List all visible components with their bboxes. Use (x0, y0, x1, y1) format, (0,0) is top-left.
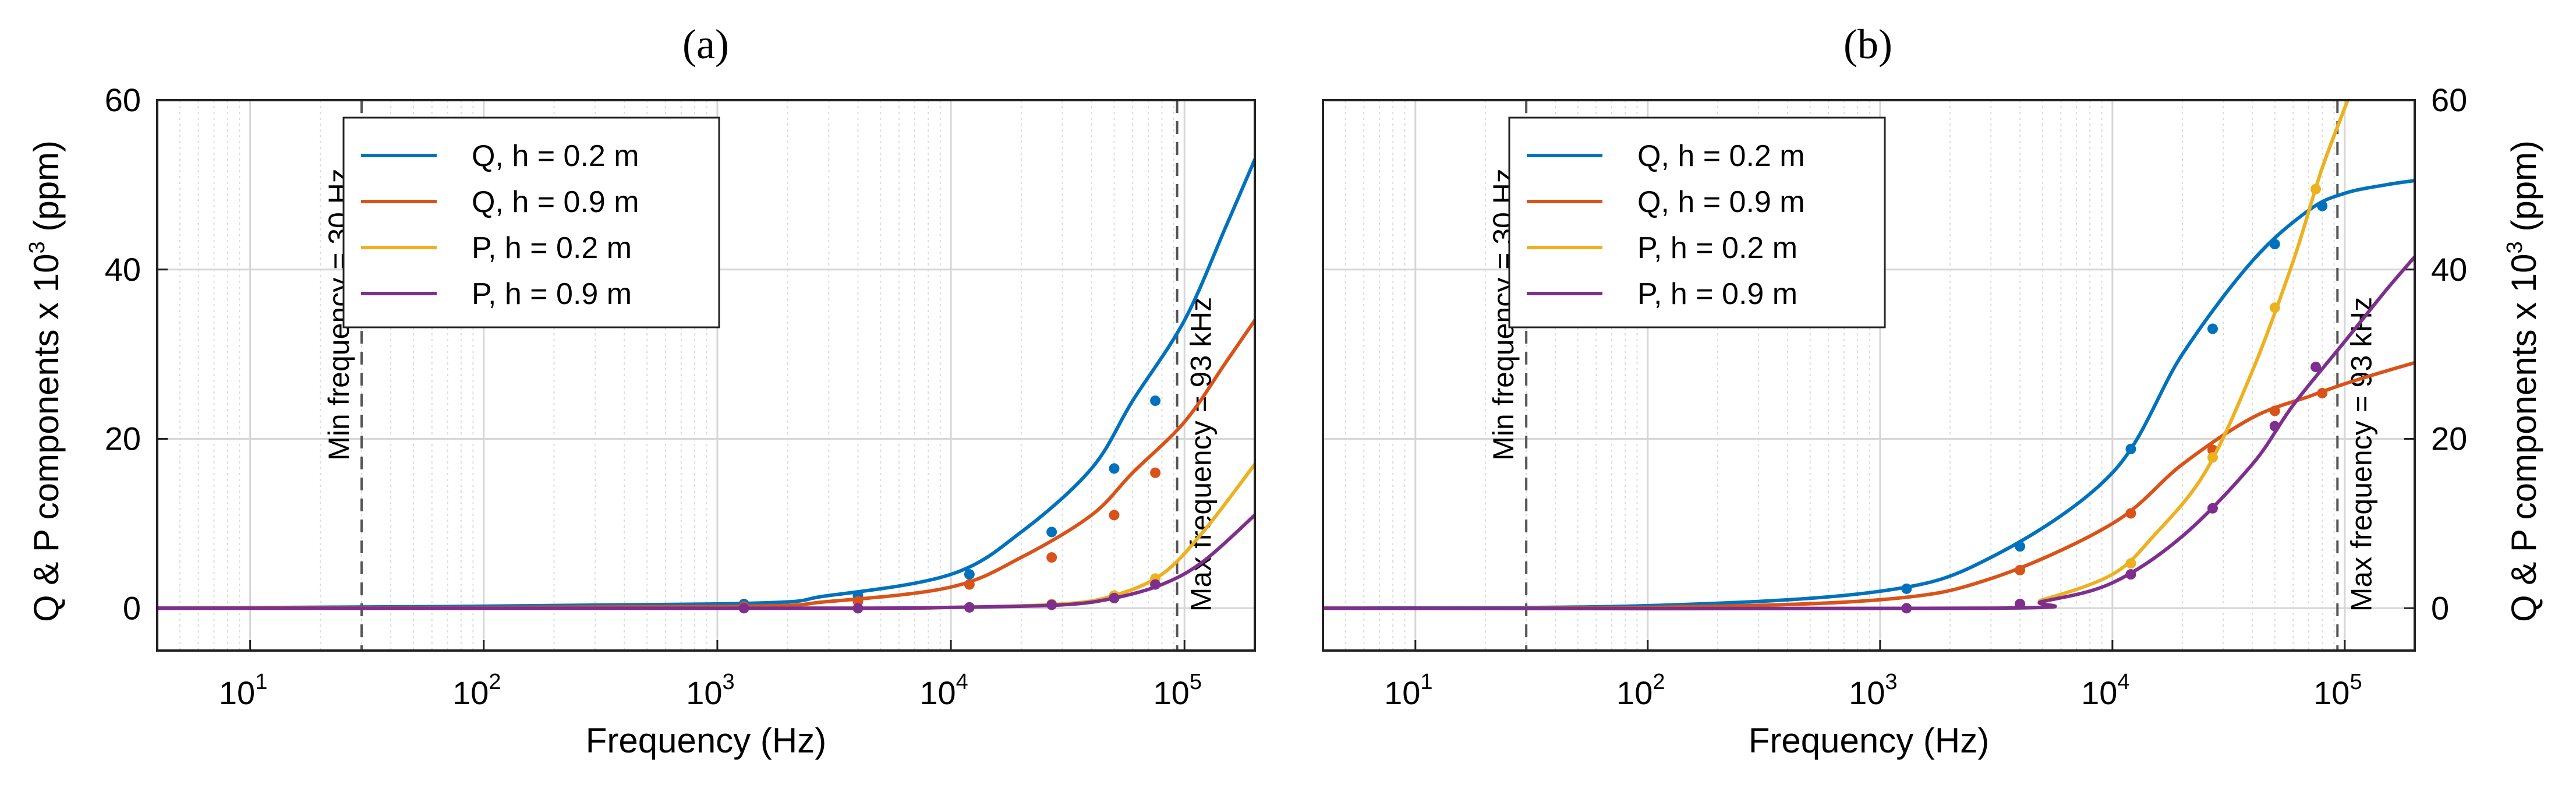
data-point (1109, 463, 1120, 474)
series-line-3 (157, 462, 1255, 610)
x-tick-label: 103 (686, 670, 734, 711)
chart-panel-b: (b) 0 20 40 60 101 102 103 104 105 Frequency (Hz) Q… (1322, 21, 2543, 760)
data-point (852, 603, 864, 614)
data-point (2269, 405, 2280, 416)
y-tick-label: 60 (2431, 82, 2467, 118)
data-point (1150, 395, 1161, 407)
legend-entry: Q, h = 0.2 m (1637, 139, 1805, 173)
data-point (2015, 564, 2026, 575)
x-tick-label: 103 (1849, 670, 1897, 711)
data-point (1046, 552, 1057, 563)
x-axis-title: Frequency (Hz) (1749, 721, 1989, 760)
data-point (1046, 526, 1057, 538)
data-point (2269, 302, 2280, 313)
data-point (1109, 510, 1120, 521)
data-point (1150, 579, 1161, 590)
data-point (2317, 388, 2328, 399)
legend: Q, h = 0.2 m Q, h = 0.9 m P, h = 0.2 m P, h… (1508, 116, 1886, 328)
data-point (2317, 200, 2328, 211)
data-point (2207, 323, 2218, 334)
series-line-2 (157, 319, 1255, 610)
data-point (2310, 361, 2322, 372)
series-line-4 (1323, 255, 2415, 611)
axes-frame (156, 99, 1256, 652)
x-tick-label: 104 (919, 670, 968, 711)
y-tick-label: 20 (105, 420, 141, 457)
legend-entry: Q, h = 0.2 m (472, 139, 639, 173)
data-point (2125, 508, 2136, 519)
y-tick-label: 40 (105, 251, 141, 288)
legend-entry: Q, h = 0.9 m (472, 185, 639, 219)
y-tick-label: 40 (2431, 251, 2467, 288)
data-point (2125, 443, 2136, 454)
axes-frame (1322, 99, 2416, 652)
data-point (1150, 467, 1161, 478)
y-axis-title: Q & P components x 103 (ppm) (25, 140, 66, 622)
x-tick-label: 102 (1616, 670, 1665, 711)
data-point (2125, 558, 2136, 569)
legend: Q, h = 0.2 m Q, h = 0.9 m P, h = 0.2 m P, h… (342, 116, 720, 328)
legend-entry: P, h = 0.2 m (1637, 231, 1797, 265)
x-tick-label: 102 (452, 670, 501, 711)
y-tick-label: 0 (123, 589, 141, 626)
y-tick-label: 20 (2431, 420, 2467, 457)
y-axis-title: Q & P components x 103 (ppm) (2503, 140, 2543, 622)
x-tick-label: 101 (1384, 670, 1432, 711)
data-point (738, 603, 749, 614)
data-point (2269, 420, 2280, 432)
y-tick-label: 0 (2431, 589, 2449, 626)
legend-entry: P, h = 0.9 m (472, 277, 632, 311)
data-point (2207, 452, 2218, 463)
x-tick-label: 105 (2313, 670, 2362, 711)
data-point (1109, 592, 1120, 603)
x-tick-label: 101 (219, 670, 267, 711)
y-tick-label: 60 (105, 82, 141, 118)
chart-panel-a: (a) 0 20 40 60 101 102 103 104 105 Frequency (Hz) Q… (25, 21, 1256, 760)
data-point (964, 569, 975, 580)
data-point (964, 579, 975, 590)
data-point (2015, 599, 2026, 610)
max-frequency-label: Max frequency = 93 kHz (2345, 297, 2377, 612)
data-point (2310, 183, 2322, 195)
series-curves (157, 157, 1255, 614)
data-point (2125, 569, 2136, 580)
data-point (1901, 603, 1912, 614)
series-curves (1323, 100, 2415, 614)
x-tick-label: 104 (2081, 670, 2129, 711)
legend-entry: P, h = 0.9 m (1637, 277, 1797, 311)
legend-entry: Q, h = 0.9 m (1637, 185, 1805, 219)
x-axis-title: Frequency (Hz) (586, 721, 826, 760)
panel-label: (b) (1843, 21, 1892, 68)
data-point (1901, 583, 1912, 594)
panel-label: (a) (682, 21, 729, 68)
x-tick-label: 105 (1153, 670, 1202, 711)
data-point (964, 602, 975, 613)
data-point (2269, 239, 2280, 250)
series-line-4 (157, 513, 1255, 610)
data-point (2207, 503, 2218, 514)
max-frequency-label: Max frequency = 93 kHz (1185, 297, 1218, 612)
data-point (2015, 541, 2026, 552)
data-point (1046, 599, 1057, 610)
legend-entry: P, h = 0.2 m (472, 231, 632, 265)
